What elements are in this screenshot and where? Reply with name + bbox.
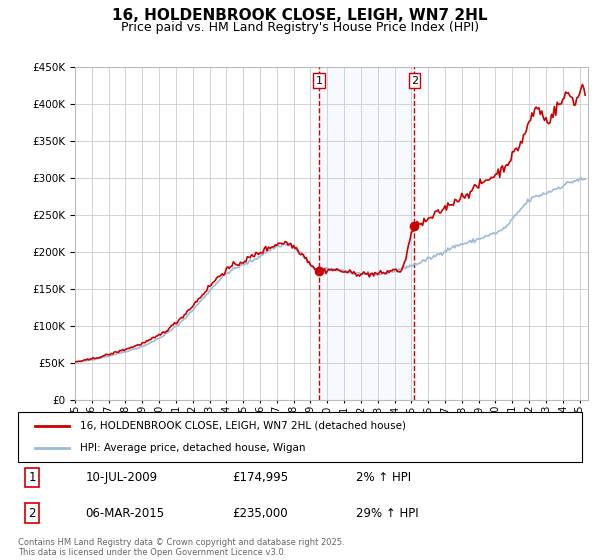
Text: 2: 2 <box>411 76 418 86</box>
Text: 2% ↑ HPI: 2% ↑ HPI <box>356 471 412 484</box>
Text: Price paid vs. HM Land Registry's House Price Index (HPI): Price paid vs. HM Land Registry's House … <box>121 21 479 34</box>
Text: 29% ↑ HPI: 29% ↑ HPI <box>356 507 419 520</box>
Text: 06-MAR-2015: 06-MAR-2015 <box>86 507 165 520</box>
Text: 2: 2 <box>28 507 36 520</box>
Text: 10-JUL-2009: 10-JUL-2009 <box>86 471 158 484</box>
Text: Contains HM Land Registry data © Crown copyright and database right 2025.
This d: Contains HM Land Registry data © Crown c… <box>18 538 344 557</box>
Text: 16, HOLDENBROOK CLOSE, LEIGH, WN7 2HL: 16, HOLDENBROOK CLOSE, LEIGH, WN7 2HL <box>112 8 488 24</box>
Text: 1: 1 <box>28 471 36 484</box>
Text: £235,000: £235,000 <box>232 507 288 520</box>
Text: £174,995: £174,995 <box>232 471 289 484</box>
Text: HPI: Average price, detached house, Wigan: HPI: Average price, detached house, Wiga… <box>80 443 305 453</box>
Text: 16, HOLDENBROOK CLOSE, LEIGH, WN7 2HL (detached house): 16, HOLDENBROOK CLOSE, LEIGH, WN7 2HL (d… <box>80 421 406 431</box>
Text: 1: 1 <box>316 76 323 86</box>
Bar <box>319 67 415 400</box>
